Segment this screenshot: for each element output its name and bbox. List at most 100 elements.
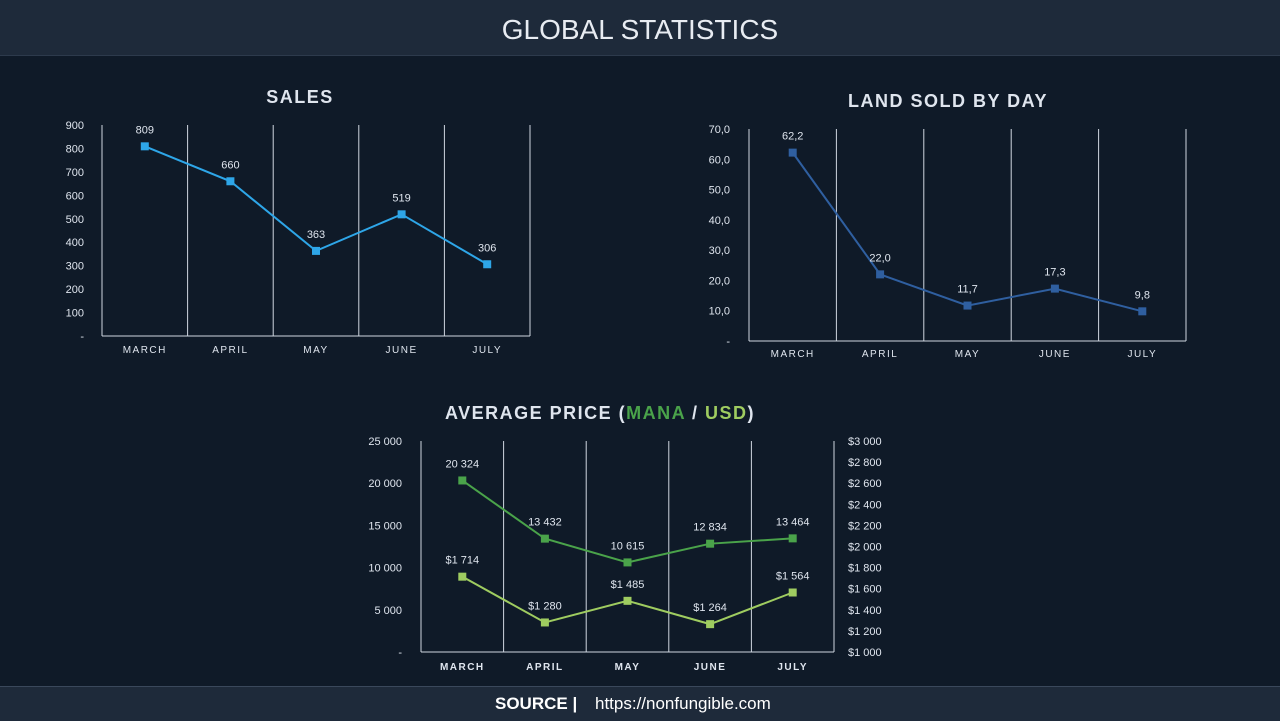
sales-data-label: 660 bbox=[221, 159, 239, 171]
sales-data-point bbox=[226, 177, 235, 186]
avg-y2-tick-label: $2 600 bbox=[848, 478, 882, 490]
land-y-tick-label: 60,0 bbox=[709, 154, 730, 166]
sales-data-point bbox=[312, 246, 320, 255]
avg-usd-data-point bbox=[706, 620, 715, 629]
avg-x-tick-label: JULY bbox=[777, 662, 808, 673]
header-bar: GLOBAL STATISTICS bbox=[0, 0, 1280, 56]
land-data-label: 22,0 bbox=[869, 252, 890, 264]
avg-y2-tick-label: $3 000 bbox=[848, 436, 882, 448]
avg-y2-tick-label: $2 200 bbox=[848, 520, 882, 532]
avg-y-tick-label: 25 000 bbox=[368, 436, 402, 448]
land-data-point bbox=[876, 270, 885, 279]
sales-y-tick-label: 200 bbox=[66, 284, 84, 296]
avg-usd-data-label: $1 264 bbox=[693, 602, 727, 614]
avg-y-tick-label: 10 000 bbox=[368, 563, 402, 575]
page-title: GLOBAL STATISTICS bbox=[501, 14, 779, 45]
land-data-label: 11,7 bbox=[957, 284, 978, 296]
sales-data-point bbox=[483, 260, 492, 269]
land-x-tick-label: JULY bbox=[1127, 349, 1157, 360]
avg-usd-data-point bbox=[540, 618, 549, 627]
avg-y2-tick-label: $2 000 bbox=[848, 542, 882, 554]
avg-y2-tick-label: $1 800 bbox=[848, 563, 882, 575]
sales-series-line bbox=[144, 145, 488, 266]
avg-price-chart-title: AVERAGE PRICE (MANA / USD) bbox=[380, 403, 820, 424]
land-data-point bbox=[1050, 284, 1059, 293]
avg-y2-tick-label: $2 800 bbox=[848, 457, 882, 469]
sales-y-tick-label: 600 bbox=[66, 190, 84, 202]
avg-title-usd: USD bbox=[705, 403, 748, 423]
avg-title-mana: MANA bbox=[626, 403, 686, 423]
land-data-label: 62,2 bbox=[782, 131, 803, 143]
avg-y-tick-label: 20 000 bbox=[368, 478, 402, 490]
avg-mana-data-point bbox=[458, 476, 467, 485]
source-link[interactable]: https://nonfungible.com bbox=[595, 694, 771, 713]
avg-x-tick-label: APRIL bbox=[526, 662, 564, 673]
avg-mana-data-label: 10 615 bbox=[611, 540, 645, 552]
sales-x-tick-label: JUNE bbox=[386, 345, 418, 356]
sales-data-label: 809 bbox=[136, 124, 154, 136]
avg-y-tick-label: 15 000 bbox=[368, 520, 402, 532]
sales-data-label: 306 bbox=[478, 242, 496, 254]
sales-y-tick-label: 900 bbox=[66, 120, 84, 132]
land-y-tick-label: 10,0 bbox=[709, 306, 730, 318]
avg-usd-data-label: $1 485 bbox=[611, 579, 645, 591]
sales-y-tick-label: 500 bbox=[66, 214, 84, 226]
sales-y-tick-label: 400 bbox=[66, 237, 84, 249]
land-y-tick-label: 30,0 bbox=[709, 245, 730, 257]
land-data-label: 9,8 bbox=[1135, 289, 1150, 301]
sales-y-tick-label: 100 bbox=[66, 308, 84, 320]
sales-y-tick-label: 800 bbox=[66, 143, 84, 155]
avg-y2-tick-label: $1 200 bbox=[848, 626, 882, 638]
avg-mana-data-label: 12 834 bbox=[693, 522, 727, 534]
land-data-point bbox=[963, 301, 972, 310]
land-x-tick-label: MAY bbox=[955, 349, 980, 360]
avg-title-sep: / bbox=[685, 403, 705, 423]
avg-mana-data-label: 13 432 bbox=[528, 517, 562, 529]
avg-usd-data-label: $1 564 bbox=[776, 570, 810, 582]
avg-title-suffix: ) bbox=[747, 403, 756, 423]
land-y-tick-label: - bbox=[726, 336, 730, 348]
sales-x-tick-label: MARCH bbox=[123, 345, 167, 356]
land-x-tick-label: MARCH bbox=[771, 349, 815, 360]
sales-x-tick-label: JULY bbox=[472, 345, 502, 356]
avg-mana-data-point bbox=[788, 534, 797, 543]
avg-usd-data-point bbox=[458, 572, 467, 581]
land-y-tick-label: 70,0 bbox=[709, 124, 730, 136]
avg-y2-tick-label: $2 400 bbox=[848, 499, 882, 511]
avg-x-tick-label: MAY bbox=[615, 662, 641, 673]
footer-bar: SOURCE | https://nonfungible.com bbox=[0, 686, 1280, 721]
avg-title-prefix: AVERAGE PRICE ( bbox=[444, 403, 627, 423]
avg-usd-data-point bbox=[788, 588, 797, 597]
sales-data-point bbox=[397, 210, 406, 219]
land-y-tick-label: 40,0 bbox=[709, 215, 730, 227]
land-data-point bbox=[1138, 307, 1147, 316]
land-x-tick-label: JUNE bbox=[1039, 349, 1071, 360]
avg-x-tick-label: JUNE bbox=[694, 662, 727, 673]
avg-mana-data-point bbox=[706, 539, 715, 548]
sales-data-point bbox=[140, 142, 149, 151]
avg-usd-data-label: $1 280 bbox=[528, 600, 562, 612]
source-label: SOURCE | bbox=[495, 694, 578, 713]
avg-y2-tick-label: $1 000 bbox=[848, 647, 882, 659]
avg-y2-tick-label: $1 600 bbox=[848, 584, 882, 596]
avg-mana-data-label: 20 324 bbox=[445, 458, 479, 470]
avg-y-tick-label: 5 000 bbox=[374, 605, 402, 617]
land-data-label: 17,3 bbox=[1044, 267, 1065, 279]
avg-y2-tick-label: $1 400 bbox=[848, 605, 882, 617]
land-y-tick-label: 50,0 bbox=[709, 185, 730, 197]
sales-data-label: 519 bbox=[392, 192, 410, 204]
sales-chart-title: SALES bbox=[266, 87, 334, 107]
land-data-point bbox=[788, 148, 797, 157]
land-y-tick-label: 20,0 bbox=[709, 275, 730, 287]
avg-mana-data-point bbox=[540, 534, 549, 543]
sales-y-tick-label: - bbox=[80, 331, 84, 343]
avg-mana-data-point bbox=[623, 558, 632, 567]
avg-usd-data-label: $1 714 bbox=[445, 555, 479, 567]
land-chart-title: LAND SOLD BY DAY bbox=[847, 91, 1049, 111]
avg-x-tick-label: MARCH bbox=[440, 662, 485, 673]
sales-x-tick-label: APRIL bbox=[212, 345, 248, 356]
avg-usd-data-point bbox=[623, 596, 632, 605]
sales-data-label: 363 bbox=[307, 229, 325, 241]
avg-mana-data-label: 13 464 bbox=[776, 516, 810, 528]
